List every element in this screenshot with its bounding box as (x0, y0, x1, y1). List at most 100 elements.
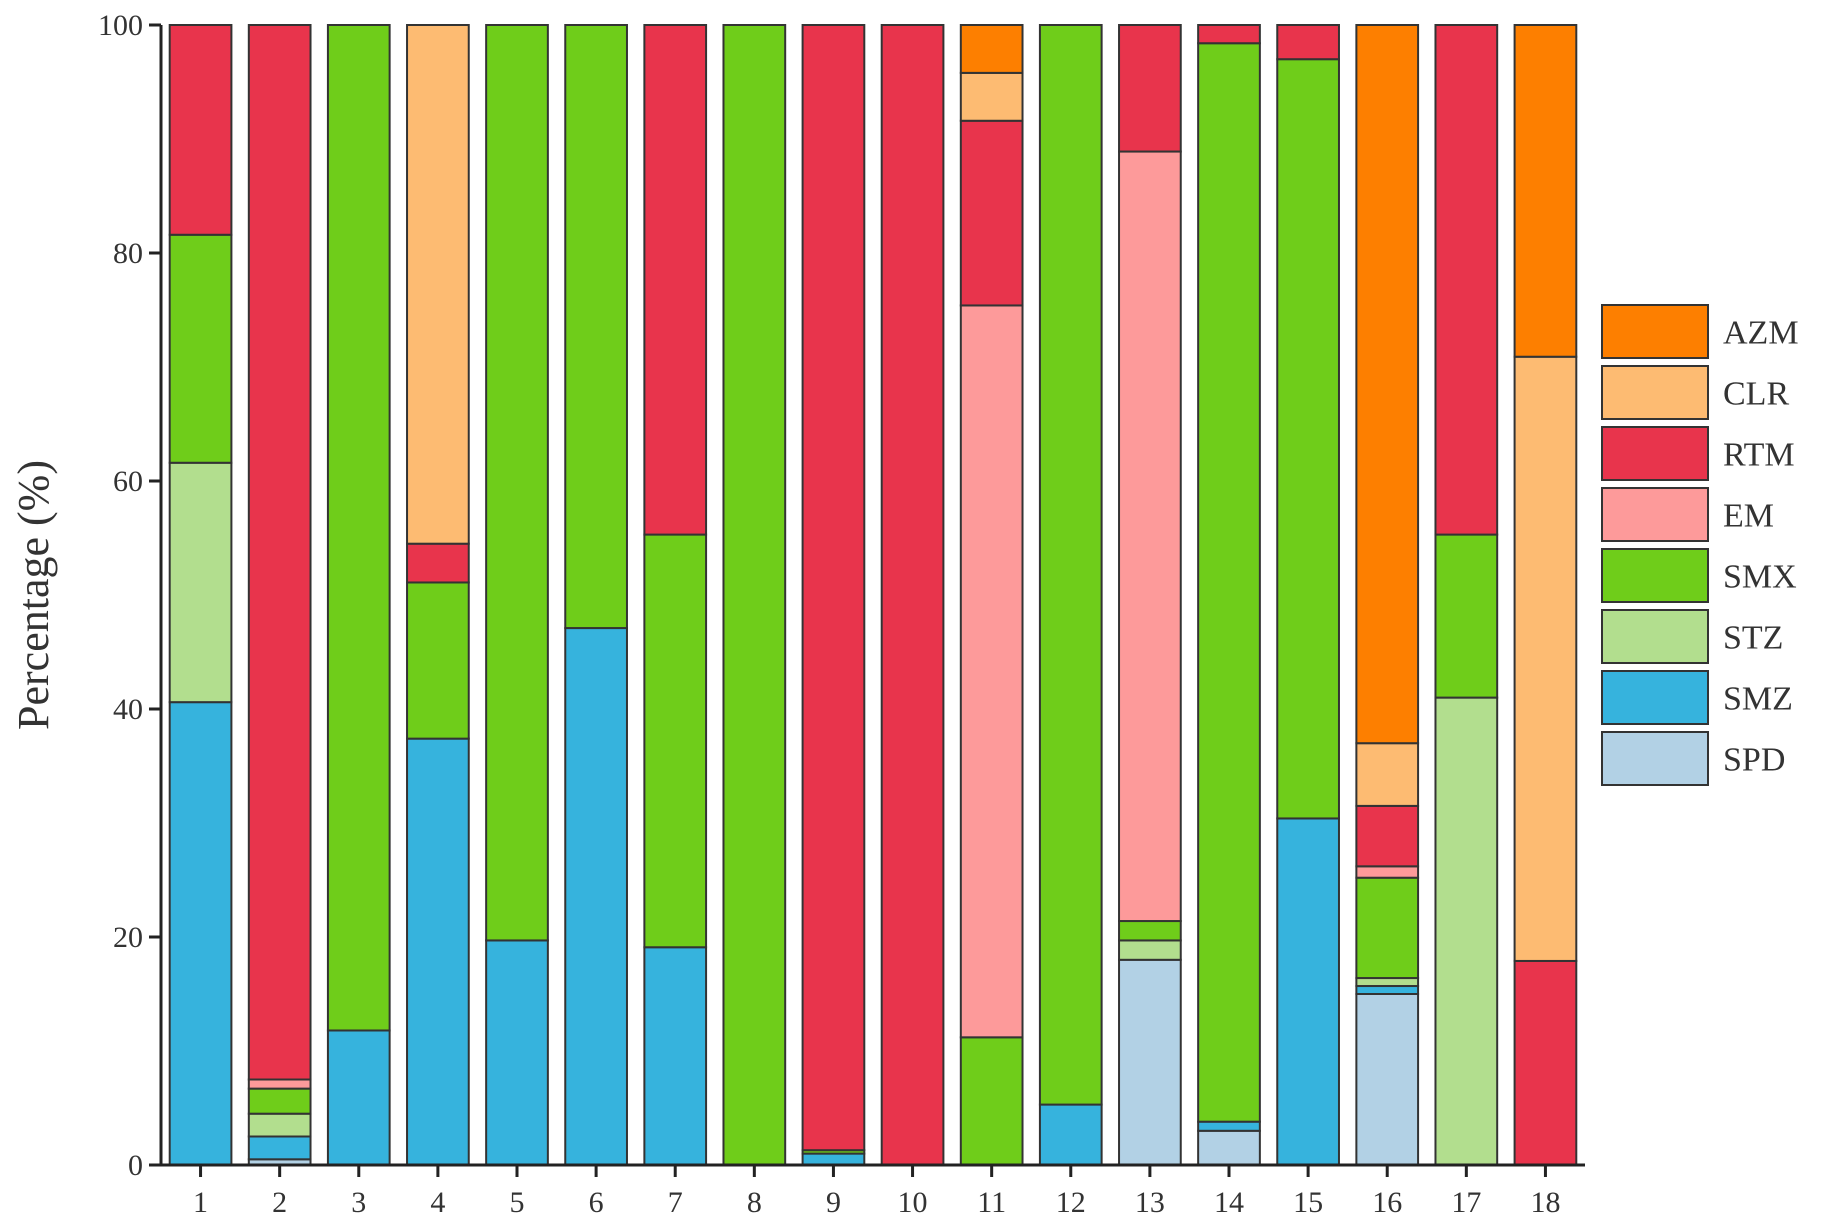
x-tick-label-14: 14 (1214, 1186, 1244, 1219)
bar-segment-smx-8 (722, 24, 787, 1166)
y-tick-label-40: 40 (113, 693, 143, 726)
x-tick-label-18: 18 (1530, 1186, 1560, 1219)
bar-segment-smx-5 (485, 24, 549, 942)
bar-segment-smz-1 (168, 701, 233, 1166)
bar-segment-smz-7 (643, 946, 708, 1167)
bar-segment-smz-6 (564, 627, 628, 1166)
legend-swatch-rtm (1601, 426, 1709, 481)
bar-segment-smz-15 (1276, 817, 1340, 1166)
legend-swatch-smz (1601, 670, 1709, 725)
legend-label-stz: STZ (1723, 620, 1783, 657)
bar-segment-clr-18 (1513, 355, 1578, 962)
bar-segment-azm-16 (1355, 24, 1420, 745)
bar-segment-stz-2 (247, 1112, 312, 1138)
x-tick-label-17: 17 (1451, 1186, 1481, 1219)
x-tick-label-3: 3 (351, 1186, 366, 1219)
y-tick-label-0: 0 (128, 1149, 143, 1182)
legend-label-clr: CLR (1723, 376, 1789, 413)
y-tick-label-20: 20 (113, 921, 143, 954)
legend-label-em: EM (1723, 498, 1774, 535)
bar-segment-clr-11 (959, 71, 1024, 122)
bar-segment-smz-3 (326, 1029, 391, 1166)
bar-segment-spd-14 (1197, 1129, 1261, 1167)
bar-segment-azm-11 (959, 24, 1024, 74)
bar-segment-smz-14 (1197, 1120, 1261, 1132)
x-tick-label-7: 7 (668, 1186, 683, 1219)
bar-segment-rtm-17 (1434, 24, 1499, 536)
bar-segment-em-11 (959, 304, 1024, 1039)
legend-swatch-smx (1601, 548, 1709, 603)
legend-swatch-em (1601, 487, 1709, 542)
x-tick-label-13: 13 (1135, 1186, 1165, 1219)
x-tick-label-8: 8 (747, 1186, 762, 1219)
bar-segment-smx-13 (1118, 920, 1182, 942)
bar-segment-smz-16 (1355, 985, 1420, 996)
bar-segment-rtm-16 (1355, 804, 1420, 868)
legend-swatch-stz (1601, 609, 1709, 664)
y-tick-label-60: 60 (113, 465, 143, 498)
bar-segment-smx-1 (168, 233, 233, 464)
bar-segment-rtm-1 (168, 24, 233, 236)
legend-swatch-azm (1601, 304, 1709, 359)
x-tick-label-6: 6 (589, 1186, 604, 1219)
legend-label-smx: SMX (1723, 559, 1797, 596)
x-tick-label-5: 5 (510, 1186, 525, 1219)
bar-segment-stz-1 (168, 461, 233, 704)
bar-segment-smx-15 (1276, 58, 1340, 820)
x-tick-label-12: 12 (1056, 1186, 1086, 1219)
legend-label-azm: AZM (1723, 315, 1799, 352)
x-tick-label-4: 4 (430, 1186, 445, 1219)
x-tick-label-15: 15 (1293, 1186, 1323, 1219)
bar-segment-smx-16 (1355, 876, 1420, 980)
bar-segment-smz-9 (801, 1152, 866, 1166)
x-tick-label-2: 2 (272, 1186, 287, 1219)
bar-segment-smx-17 (1434, 533, 1499, 699)
legend-label-spd: SPD (1723, 742, 1785, 779)
bar-segment-rtm-13 (1118, 24, 1182, 153)
bar-segment-smz-12 (1038, 1103, 1103, 1166)
bar-segment-rtm-11 (959, 119, 1024, 307)
legend-swatch-clr (1601, 365, 1709, 420)
x-tick-label-16: 16 (1372, 1186, 1402, 1219)
bar-segment-azm-18 (1513, 24, 1578, 358)
bar-segment-em-16 (1355, 865, 1420, 879)
bar-segment-smx-2 (247, 1087, 312, 1115)
bar-segment-spd-13 (1118, 958, 1182, 1166)
bar-segment-smz-5 (485, 939, 549, 1166)
bar-segment-smx-4 (406, 581, 470, 740)
legend: AZM CLR RTM EM SMX STZ SMZ SPD (1601, 304, 1799, 786)
bar-segment-spd-16 (1355, 993, 1420, 1166)
bar-segment-rtm-15 (1276, 24, 1340, 61)
legend-label-rtm: RTM (1723, 437, 1795, 474)
bar-segment-clr-16 (1355, 742, 1420, 807)
bar-segment-smx-12 (1038, 24, 1103, 1106)
bar-segment-rtm-2 (247, 24, 312, 1081)
y-axis-title: Percentage (%) (9, 460, 58, 730)
x-tick-label-1: 1 (193, 1186, 208, 1219)
bar-segment-em-13 (1118, 150, 1182, 923)
legend-swatch-spd (1601, 731, 1709, 786)
bar-segment-em-2 (247, 1078, 312, 1090)
x-tick-label-9: 9 (826, 1186, 841, 1219)
legend-label-smz: SMZ (1723, 681, 1793, 718)
bar-segment-rtm-14 (1197, 24, 1261, 45)
x-tick-label-10: 10 (898, 1186, 928, 1219)
bar-segment-stz-13 (1118, 939, 1182, 961)
bar-segment-smx-7 (643, 533, 708, 949)
bar-segment-smx-6 (564, 24, 628, 630)
y-tick-label-80: 80 (113, 237, 143, 270)
bar-segment-smz-2 (247, 1135, 312, 1161)
bar-segment-rtm-4 (406, 542, 470, 584)
bar-segment-rtm-10 (880, 24, 945, 1166)
y-tick-label-100: 100 (98, 9, 143, 42)
x-tick-label-11: 11 (977, 1186, 1006, 1219)
bar-segment-rtm-7 (643, 24, 708, 536)
bar-segment-clr-4 (406, 24, 470, 545)
bar-segment-smx-11 (959, 1036, 1024, 1166)
bar-segment-smx-3 (326, 24, 391, 1032)
bars-layer (168, 24, 1578, 1167)
bar-segment-stz-16 (1355, 977, 1420, 988)
bar-segment-rtm-18 (1513, 959, 1578, 1166)
